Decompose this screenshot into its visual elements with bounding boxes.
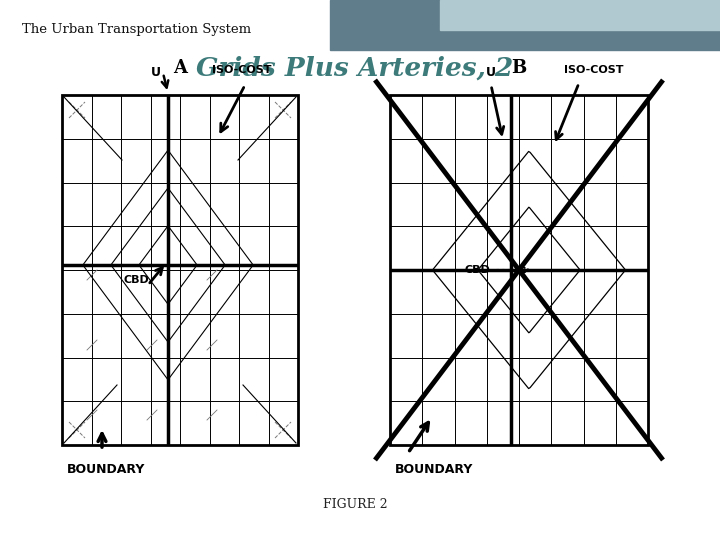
Bar <box>390 95 648 445</box>
Bar <box>390 95 648 445</box>
Text: The Urban Transportation System: The Urban Transportation System <box>22 24 251 37</box>
Text: BOUNDARY: BOUNDARY <box>395 463 473 476</box>
Text: B: B <box>511 59 526 77</box>
Bar <box>330 0 720 50</box>
Text: ISO-COST: ISO-COST <box>212 65 271 75</box>
Text: CBD: CBD <box>464 265 490 275</box>
Bar <box>62 95 298 445</box>
Text: Grids Plus Arteries, 2: Grids Plus Arteries, 2 <box>197 56 513 80</box>
Text: FIGURE 2: FIGURE 2 <box>323 498 387 511</box>
Bar <box>62 95 298 445</box>
Text: A: A <box>173 59 187 77</box>
Text: BOUNDARY: BOUNDARY <box>67 463 145 476</box>
Text: CBD: CBD <box>123 275 149 285</box>
Text: U: U <box>486 66 496 79</box>
Text: U: U <box>151 66 161 79</box>
Bar <box>440 0 720 30</box>
Text: ISO-COST: ISO-COST <box>564 65 624 75</box>
